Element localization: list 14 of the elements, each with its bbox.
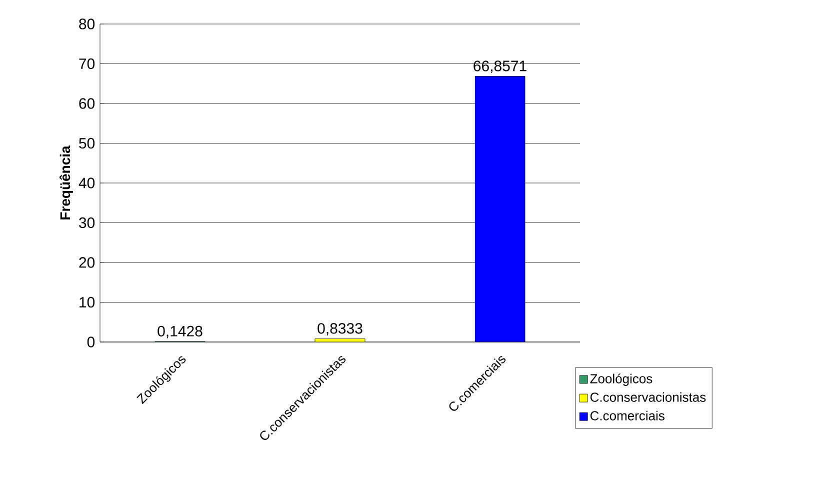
legend-label: C.comerciais (590, 410, 664, 420)
y-tick-label: 50 (79, 138, 95, 149)
data-label: 0,1428 (158, 326, 202, 338)
y-tick-label: 10 (80, 296, 95, 308)
y-tick-label: 30 (79, 217, 95, 228)
y-tick-label: 80 (79, 18, 95, 30)
y-tick-label: 20 (79, 257, 95, 268)
y-tick-label: 70 (79, 58, 95, 70)
y-axis-title: Freqüência (60, 146, 73, 220)
data-label: 0,8333 (318, 323, 362, 336)
data-label: 66,8571 (474, 60, 526, 74)
y-tick-label: 0 (87, 336, 95, 348)
y-tick-label: 60 (79, 98, 95, 109)
y-tick-label: 40 (78, 178, 95, 188)
